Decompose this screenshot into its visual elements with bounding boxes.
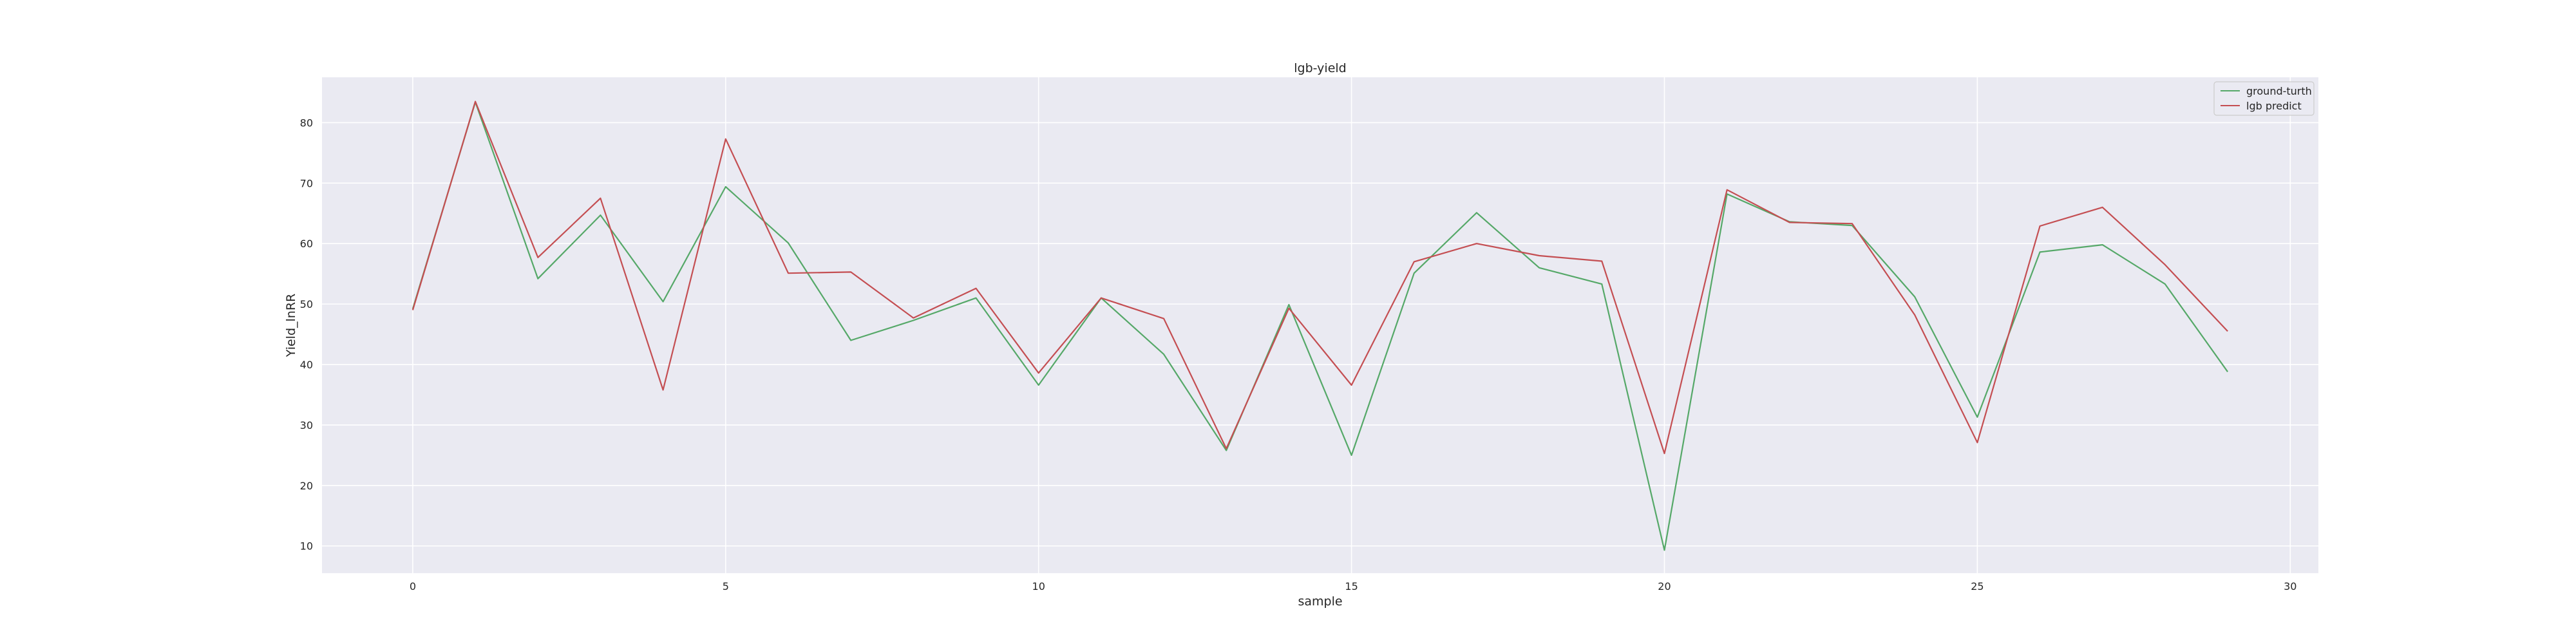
y-tick-label: 70 [300,177,313,189]
legend-label-lgb-predict: lgb predict [2246,100,2302,112]
x-axis-label: sample [1298,594,1342,609]
plot-area [322,77,2318,573]
x-tick-label: 10 [1032,580,1045,592]
y-tick-label: 60 [300,238,313,250]
x-tick-label: 0 [410,580,416,592]
y-axis-ticks: 10 20 30 40 50 60 70 80 [300,117,313,552]
y-tick-label: 20 [300,480,313,492]
legend-label-ground-turth: ground-turth [2246,85,2312,97]
x-tick-label: 20 [1658,580,1671,592]
series-line-ground-turth [412,101,2228,551]
series-line-lgb-predict [412,100,2228,455]
x-axis-ticks: 0 5 10 15 20 25 30 [410,580,2297,592]
y-axis-label: Yield_lnRR [284,294,298,357]
chart-title: lgb-yield [1294,61,1346,75]
y-tick-label: 40 [300,359,313,371]
y-tick-label: 30 [300,419,313,431]
y-tick-label: 50 [300,298,313,310]
grid [322,77,2318,573]
series-layer [412,100,2228,551]
legend: ground-turth lgb predict [2213,81,2315,116]
y-tick-label: 10 [300,540,313,553]
x-tick-label: 15 [1345,580,1358,592]
x-tick-label: 5 [723,580,729,592]
y-tick-label: 80 [300,117,313,129]
x-tick-label: 30 [2284,580,2297,592]
x-tick-label: 25 [1971,580,1984,592]
